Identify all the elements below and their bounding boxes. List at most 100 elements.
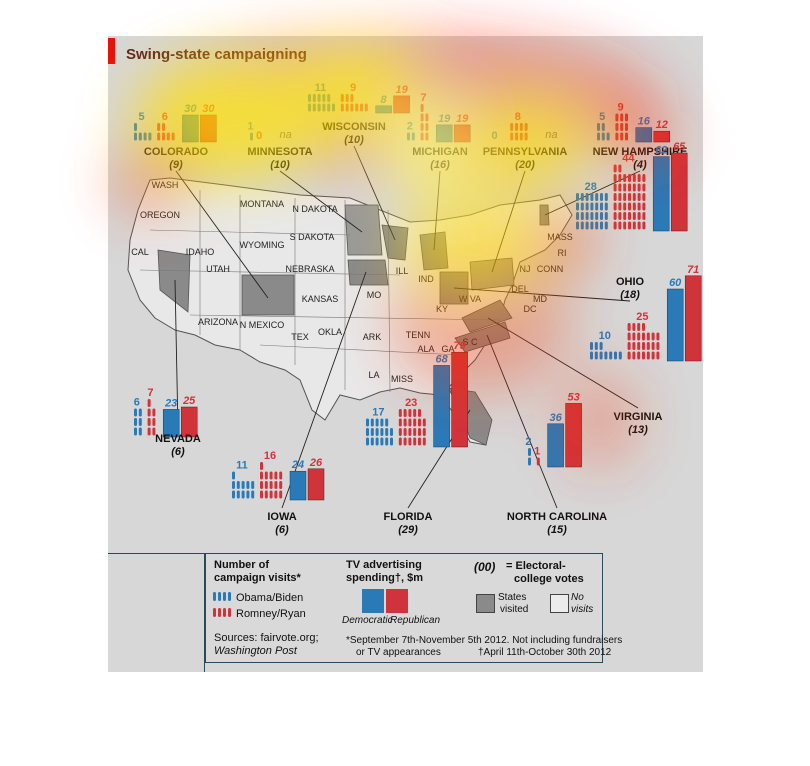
florida-dem-visit-mark xyxy=(385,428,389,436)
iowa-state-name: IOWA xyxy=(267,511,296,523)
nevada-dem-visit-mark xyxy=(138,418,142,426)
michigan-rep-tv-bar xyxy=(453,124,471,143)
florida-dem-tv-bar xyxy=(433,365,450,448)
ohio-rep-visit-mark xyxy=(637,221,641,230)
colorado-rep-visit-mark xyxy=(162,132,165,141)
minnesota-tv-na-label: na xyxy=(279,129,291,141)
wisconsin-dem-visit-mark xyxy=(317,103,321,112)
ohio-state-name: OHIO xyxy=(616,276,645,288)
legend-top-rule xyxy=(108,553,204,554)
ohio-dem-visit-mark xyxy=(590,221,594,230)
ohio-rep-visit-mark xyxy=(623,183,627,192)
virginia-rep-visit-mark xyxy=(637,323,641,331)
pennsylvania-tv-na-label: na xyxy=(545,129,557,141)
iowa-rep-visit-mark xyxy=(274,490,278,499)
ohio-rep-visit-mark xyxy=(628,212,631,220)
map-label-ala: ALA xyxy=(417,344,434,354)
legend-note-2: or TV appearances xyxy=(356,647,441,658)
ohio-rep-visit-mark xyxy=(613,212,617,220)
ohio-rep-visit-mark xyxy=(637,202,641,211)
florida-rep-visit-mark xyxy=(403,437,407,446)
ohio-dem-visit-mark xyxy=(590,212,594,220)
ohio-dem-visit-mark xyxy=(604,212,608,220)
ohio-rep-visit-mark xyxy=(618,183,622,192)
new-hampshire-rep-visit-mark xyxy=(625,123,628,131)
florida-rep-visit-mark xyxy=(403,428,407,436)
minnesota-shape xyxy=(344,204,383,256)
pennsylvania-rep-visit-mark xyxy=(510,123,514,131)
ohio-ev-label: (18) xyxy=(620,289,640,301)
iowa-rep-visit-mark xyxy=(264,481,268,489)
map-label-kansas: KANSAS xyxy=(302,294,339,304)
legend-visit-swatches xyxy=(213,592,231,617)
virginia-rep-visit-mark xyxy=(632,351,636,360)
map-label-ill: ILL xyxy=(396,266,409,276)
michigan-ev-label: (16) xyxy=(430,159,450,171)
ohio-rep-visit-mark xyxy=(637,193,641,201)
michigan-rep-visit-mark xyxy=(420,132,424,141)
wisconsin-dem-visit-mark xyxy=(327,103,331,112)
michigan-rep-visit-mark xyxy=(425,123,429,131)
florida-dem-visit-mark xyxy=(390,428,393,436)
virginia-rep-visit-mark xyxy=(637,351,641,360)
nevada-rep-visits-label: 7 xyxy=(147,387,153,399)
florida-rep-visits-label: 23 xyxy=(405,397,417,409)
virginia-dem-visit-mark xyxy=(590,342,593,350)
florida-dem-visit-mark xyxy=(380,428,384,436)
wisconsin-rep-visit-mark xyxy=(350,103,354,112)
map-label-miss: MISS xyxy=(391,374,413,384)
florida-dem-visit-mark xyxy=(370,418,374,427)
florida-rep-visit-mark xyxy=(413,409,417,417)
ohio-dem-visit-mark xyxy=(600,221,603,230)
colorado-dem-visit-mark xyxy=(138,132,142,141)
florida-state-name: FLORIDA xyxy=(384,511,433,523)
wisconsin-dem-visit-mark xyxy=(322,103,326,112)
ohio-rep-visit-mark xyxy=(632,183,636,192)
pennsylvania-rep-visit-mark xyxy=(524,123,528,131)
florida-dem-visit-mark xyxy=(375,428,379,436)
colorado-dem-visit-mark xyxy=(134,123,137,131)
virginia-dem-visit-mark xyxy=(599,351,603,360)
florida-rep-visit-mark xyxy=(408,418,412,427)
legend-ev-text-2: college votes xyxy=(514,573,584,585)
new-hampshire-dem-tv-label: 16 xyxy=(638,116,651,128)
map-label-n-mexico: N MEXICO xyxy=(240,320,285,330)
nevada-dem-visit-mark xyxy=(134,408,137,417)
michigan-dem-tv-label: 19 xyxy=(438,113,451,125)
ohio-rep-visit-mark xyxy=(628,183,631,192)
virginia-rep-tv-bar xyxy=(684,275,702,362)
florida-dem-visit-mark xyxy=(370,428,374,436)
iowa-rep-visit-mark xyxy=(260,490,263,499)
map-label-wash: WASH xyxy=(152,180,179,190)
iowa-dem-visit-mark xyxy=(232,490,235,499)
iowa-dem-tv-label: 24 xyxy=(291,459,304,471)
ohio-dem-visit-mark xyxy=(595,202,599,211)
virginia-rep-visit-mark xyxy=(642,342,645,350)
ohio-dem-visit-mark xyxy=(590,193,594,201)
nevada-dem-visits-label: 6 xyxy=(134,397,140,409)
pennsylvania-rep-visit-mark xyxy=(519,132,523,141)
ohio-rep-visit-mark xyxy=(632,202,636,211)
map-label-mo: MO xyxy=(367,290,382,300)
new-hampshire-rep-tv-label: 12 xyxy=(656,119,668,131)
nevada-rep-visit-mark xyxy=(147,408,151,417)
iowa-rep-visit-mark xyxy=(260,471,263,480)
virginia-rep-visit-mark xyxy=(656,351,660,360)
ohio-dem-visits-label: 28 xyxy=(585,181,597,193)
michigan-rep-visit-mark xyxy=(420,123,424,131)
florida-rep-visit-mark xyxy=(403,418,407,427)
colorado-dem-visit-mark xyxy=(143,132,147,141)
map-label-nj: NJ xyxy=(520,264,531,274)
ohio-rep-visit-mark xyxy=(632,221,636,230)
map-label-idaho: IDAHO xyxy=(186,247,215,257)
wisconsin-dem-visit-mark xyxy=(317,94,321,102)
iowa-rep-visits-label: 16 xyxy=(264,450,276,462)
ohio-rep-visit-mark xyxy=(623,193,627,201)
michigan-rep-visits-label: 7 xyxy=(420,92,426,104)
colorado-rep-tv-bar xyxy=(200,114,217,143)
florida-rep-tv-label: 79 xyxy=(453,340,466,352)
wisconsin-rep-visit-mark xyxy=(364,103,368,112)
virginia-dem-tv-bar xyxy=(666,288,684,362)
virginia-rep-visit-mark xyxy=(627,332,631,341)
new-hampshire-dem-tv-bar xyxy=(635,127,653,143)
